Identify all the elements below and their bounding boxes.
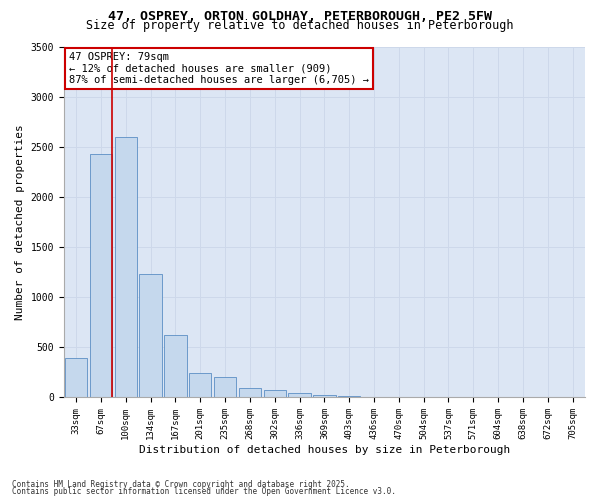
Bar [338, 396, 361, 398]
Bar [90, 154, 112, 398]
Text: Contains HM Land Registry data © Crown copyright and database right 2025.: Contains HM Land Registry data © Crown c… [12, 480, 350, 489]
Bar [115, 137, 137, 398]
Bar [289, 393, 311, 398]
Bar [214, 378, 236, 398]
Bar [189, 374, 211, 398]
Text: Contains public sector information licensed under the Open Government Licence v3: Contains public sector information licen… [12, 487, 396, 496]
Bar [164, 336, 187, 398]
Bar [239, 388, 261, 398]
Bar [65, 358, 88, 398]
Bar [263, 390, 286, 398]
X-axis label: Distribution of detached houses by size in Peterborough: Distribution of detached houses by size … [139, 445, 510, 455]
Bar [139, 274, 162, 398]
Text: Size of property relative to detached houses in Peterborough: Size of property relative to detached ho… [86, 19, 514, 32]
Bar [313, 395, 335, 398]
Text: 47 OSPREY: 79sqm
← 12% of detached houses are smaller (909)
87% of semi-detached: 47 OSPREY: 79sqm ← 12% of detached house… [69, 52, 369, 85]
Text: 47, OSPREY, ORTON GOLDHAY, PETERBOROUGH, PE2 5FW: 47, OSPREY, ORTON GOLDHAY, PETERBOROUGH,… [108, 10, 492, 23]
Y-axis label: Number of detached properties: Number of detached properties [15, 124, 25, 320]
